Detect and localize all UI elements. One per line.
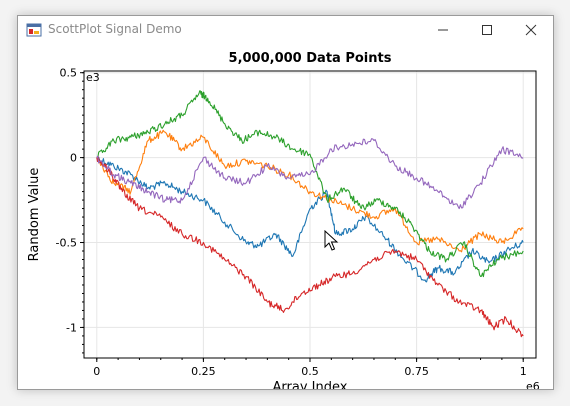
close-button[interactable] xyxy=(509,16,553,44)
minimize-icon xyxy=(438,29,448,31)
series-line-1 xyxy=(96,156,524,283)
series-line-2 xyxy=(96,129,524,253)
maximize-button[interactable] xyxy=(465,16,509,44)
window-title: ScottPlot Signal Demo xyxy=(48,22,182,36)
x-multiplier-label: e6 xyxy=(526,380,540,389)
plot-area[interactable]: 0 0.25 0.5 0.75 1 0.5 0 -0.5 -1 e3 e6 5,000,000 Dat… xyxy=(18,44,553,389)
series-line-5 xyxy=(96,138,524,210)
title-bar[interactable]: ScottPlot Signal Demo xyxy=(18,16,553,44)
series-line-3 xyxy=(96,90,524,278)
y-multiplier-label: e3 xyxy=(86,71,100,84)
series-line-4 xyxy=(96,156,524,338)
x-tick-label: 0.75 xyxy=(404,365,429,378)
minimize-button[interactable] xyxy=(421,16,465,44)
y-tick-label: -1 xyxy=(66,321,77,334)
maximize-icon xyxy=(482,25,492,35)
x-tick-label: 0.5 xyxy=(301,365,319,378)
y-tick-label: 0 xyxy=(70,152,77,165)
app-icon xyxy=(26,23,42,37)
mouse-cursor-icon xyxy=(324,230,339,251)
y-tick-label: 0.5 xyxy=(60,67,78,80)
chart-svg[interactable]: 0 0.25 0.5 0.75 1 0.5 0 -0.5 -1 e3 e6 5,000,000 Dat… xyxy=(18,44,553,389)
x-axis-label: Array Index xyxy=(273,380,348,389)
close-icon xyxy=(525,24,537,36)
y-axis-label: Random Value xyxy=(27,168,42,262)
chart-title: 5,000,000 Data Points xyxy=(229,51,392,66)
x-tick-label: 0 xyxy=(93,365,100,378)
app-window: ScottPlot Signal Demo 0 0.25 0.5 0.75 1 0.5 0 -… xyxy=(17,15,554,390)
x-tick-label: 0.25 xyxy=(191,365,216,378)
y-tick-label: -0.5 xyxy=(56,237,77,250)
x-tick-label: 1 xyxy=(520,365,527,378)
